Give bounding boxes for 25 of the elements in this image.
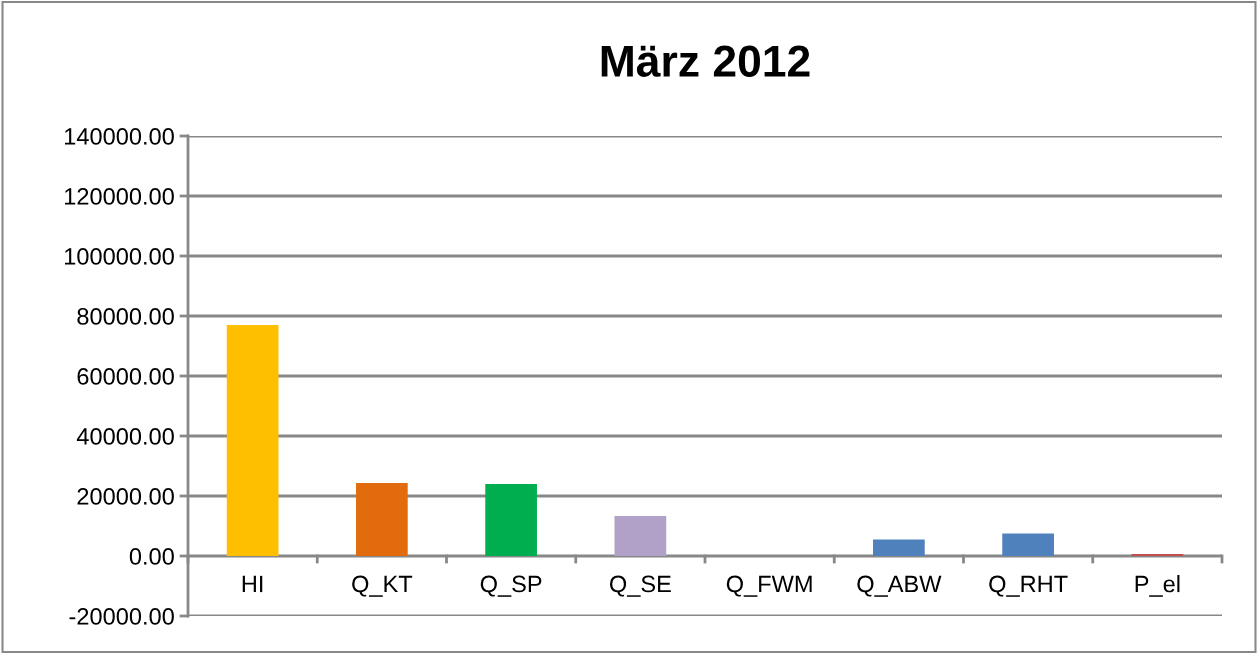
x-tick-label: Q_FWM [726,575,812,597]
bar [1002,533,1054,556]
y-tick-label: 20000.00 [77,488,174,505]
x-tick-label: Q_RHT [989,575,1068,597]
bar [614,516,667,556]
y-tick-label: 140000.00 [65,128,174,145]
y-tick-label: 120000.00 [65,188,174,205]
y-tick-label: 100000.00 [65,248,174,265]
y-tick-label: 60000.00 [77,368,174,385]
x-tick-label: HI [242,575,263,593]
y-tick-label: 0.00 [129,548,174,565]
bar [485,484,537,556]
y-tick-label: 40000.00 [76,428,174,445]
x-tick-label: Q_KT [352,575,413,597]
bar [873,539,925,556]
bar [226,325,279,556]
x-tick-label: Q_SE [610,575,671,597]
bar [356,483,408,556]
y-tick-label: -20000.00 [69,608,174,625]
x-tick-label: Q_ABW [857,575,942,597]
chart-title: März 2012 [601,45,810,77]
bar [1131,553,1184,556]
x-tick-label: Q_SP [480,575,542,597]
x-tick-label: P_el [1135,574,1180,597]
y-tick-label: 80000.00 [77,308,174,325]
